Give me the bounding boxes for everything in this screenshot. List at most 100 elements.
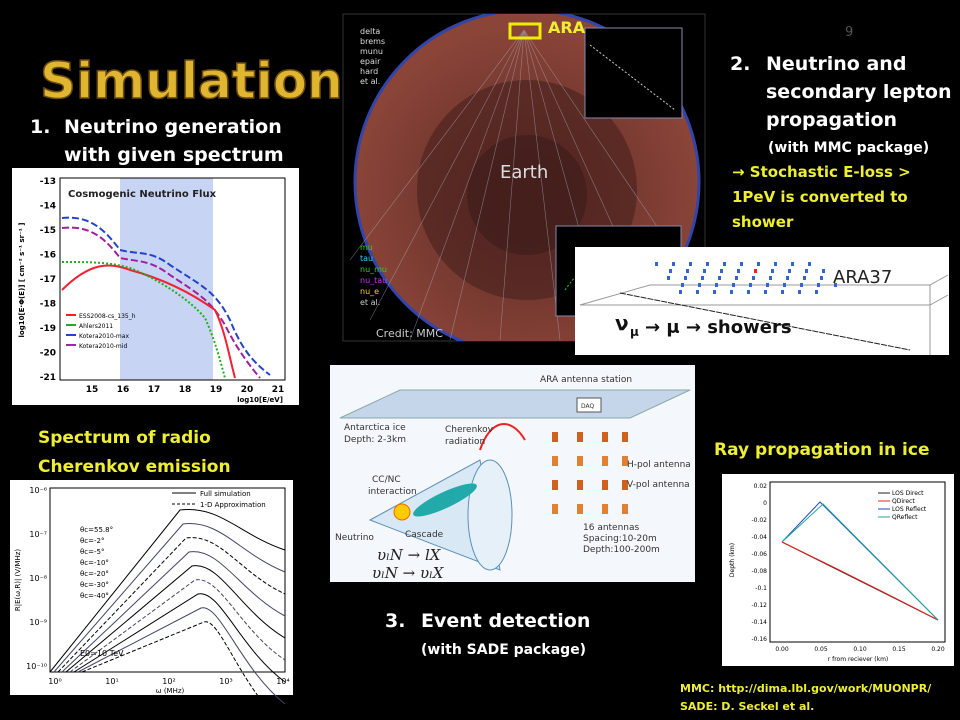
station-dot (822, 269, 825, 273)
spectrum-curve (81, 621, 280, 720)
footer: MMC: http://dima.lbl.gov/work/MUONPR/ (680, 682, 932, 695)
item-text: Event detection (421, 610, 590, 632)
muon-track (619, 292, 911, 351)
y-tick-label: -13 (40, 177, 56, 187)
x-tick-label: 0.15 (892, 646, 906, 653)
x-tick-label: 0.10 (853, 646, 867, 653)
y-tick-label: -0.06 (751, 551, 767, 558)
station-dot (798, 290, 801, 294)
station-dot (803, 276, 806, 280)
y-tick-label: -18 (40, 300, 56, 310)
station-dot (815, 290, 818, 294)
label: Earth (500, 162, 548, 183)
label: DAQ (581, 403, 595, 410)
x-tick-label: 10⁰ (48, 677, 61, 686)
x-tick-label: 21 (272, 385, 285, 395)
station-dot (669, 269, 672, 273)
station-dot (766, 283, 769, 287)
x-tick-label: 20 (241, 385, 254, 395)
label: interaction (368, 487, 417, 497)
y-tick-label: 0.02 (754, 483, 768, 490)
arrow (479, 423, 526, 451)
y-tick-label: -21 (40, 373, 56, 383)
y-tick-label: -19 (40, 324, 56, 334)
plot-frame (769, 481, 946, 643)
station-dot (737, 269, 740, 273)
legend-entry: LOS Reflect (892, 506, 927, 513)
station-dot (681, 283, 684, 287)
antenna (622, 456, 628, 466)
antenna (552, 504, 558, 514)
antenna (622, 504, 628, 514)
label: Antarctica ice (344, 423, 406, 433)
plot-frame (49, 487, 286, 673)
shaded-band (120, 178, 213, 380)
legend-entry: Full simulation (200, 490, 251, 498)
curve (61, 264, 236, 379)
station-dot (786, 276, 789, 280)
station-dot (788, 269, 791, 273)
antenna (622, 480, 628, 490)
angle-label: θc=-30° (80, 581, 109, 589)
label: ARA (548, 18, 586, 37)
station-dot (701, 276, 704, 280)
item-text: Neutrino generation (64, 116, 282, 138)
station-dot (715, 283, 718, 287)
legend-entry: QDirect (892, 498, 915, 505)
label: Depth: 2-3km (344, 435, 406, 445)
y-tick-label: -16 (40, 251, 56, 261)
interaction-point (393, 503, 411, 521)
spectrum-curve (73, 593, 286, 683)
earth-core (467, 135, 587, 255)
y-tick-label: 0 (763, 500, 767, 507)
legend-entry: ESS2008-cs_135_h (79, 313, 136, 320)
caption: Cherenkov emission (38, 457, 231, 477)
angle-label: θc=-20° (80, 570, 109, 578)
cascade (413, 483, 477, 517)
axis-label: ω (MHz) (156, 687, 185, 695)
station-dot (771, 269, 774, 273)
station-dot (696, 290, 699, 294)
item-text: secondary lepton (766, 81, 952, 103)
label: ν (615, 311, 629, 335)
station-dot (672, 262, 675, 266)
station-dot (764, 290, 767, 294)
spectrum-curve (69, 579, 286, 673)
label: Depth:100-200m (583, 545, 660, 555)
item-number: 3. (385, 610, 405, 632)
station-dot (730, 290, 733, 294)
antenna (602, 456, 608, 466)
x-tick-label: 10³ (219, 677, 232, 686)
item-sub: (with MMC package) (768, 140, 929, 156)
item-sub: (with SADE package) (421, 642, 586, 658)
equation: υₗN → lX (377, 546, 442, 564)
item-number: 1. (30, 116, 50, 138)
label: Cherenkov (445, 425, 494, 435)
antenna (577, 456, 583, 466)
legend-entry: hard (360, 67, 378, 76)
label: → μ → showers (645, 317, 792, 338)
y-tick-label: -0.08 (751, 568, 767, 575)
curve (61, 261, 226, 379)
x-tick-label: 0.00 (775, 646, 789, 653)
slide-title: Simulation (40, 52, 343, 110)
antenna (552, 456, 558, 466)
station-dot (689, 262, 692, 266)
axis-label: log10[E·Φ(E)] [ cm⁻² s⁻¹ sr⁻¹ ] (18, 222, 26, 337)
station-dot (747, 290, 750, 294)
x-tick-label: 10² (162, 677, 175, 686)
x-tick-label: 15 (86, 385, 99, 395)
item-text: Neutrino and (766, 53, 906, 75)
item-note: → Stochastic E-loss > (732, 163, 911, 181)
station-dot (723, 262, 726, 266)
axis-label: log10[E/eV] (237, 396, 283, 404)
station-dot (808, 262, 811, 266)
item-text: propagation (766, 109, 897, 131)
legend-entry: et al. (360, 298, 380, 307)
spectrum-curve (49, 508, 286, 673)
x-tick-label: 16 (117, 385, 130, 395)
ray (781, 503, 939, 621)
y-tick-label: 10⁻⁶ (29, 486, 47, 495)
y-tick-label: -17 (40, 275, 56, 285)
legend-entry: delta (360, 27, 380, 36)
